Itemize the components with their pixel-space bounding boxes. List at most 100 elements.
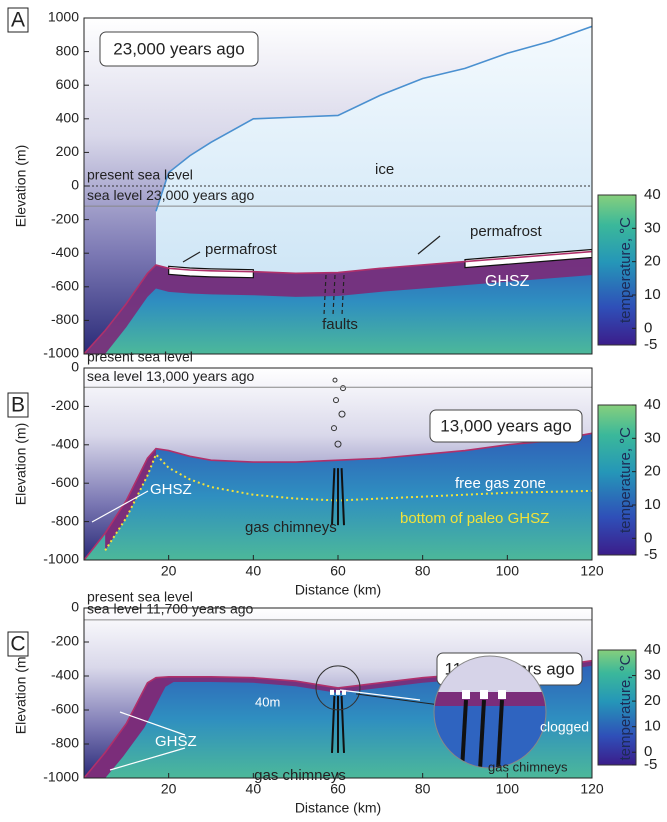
seafloor-line: [84, 250, 592, 354]
colorbar: [597, 404, 637, 556]
x-tick-label: 100: [496, 563, 520, 579]
y-tick-label: -400: [51, 436, 79, 452]
colorbar-tick-label: 10: [644, 286, 661, 303]
y-tick-label: 600: [56, 76, 80, 92]
x-tick-label: 20: [161, 563, 177, 579]
inset-ring: [433, 655, 547, 769]
colorbar-tick-label: 10: [644, 496, 661, 513]
y-tick-label: 400: [56, 110, 80, 126]
plot: [84, 18, 592, 354]
y-tick-label: -1000: [43, 769, 79, 785]
panel-letter: B: [11, 394, 25, 417]
colorbar-tick-label: 30: [644, 429, 661, 446]
y-tick-label: -600: [51, 474, 79, 490]
panel-letter-box: [7, 7, 29, 33]
annotation: bottom of paleo GHSZ: [400, 510, 549, 527]
sea-level-label: present sea level: [87, 349, 193, 365]
y-tick-label: 0: [71, 359, 79, 375]
annotation: GHSZ: [155, 733, 197, 750]
annotation: gas chimneys: [488, 759, 568, 774]
bubble: [338, 410, 346, 418]
bubble: [331, 425, 337, 432]
panel-letter: A: [11, 9, 25, 32]
annotation-arrow: [91, 490, 149, 523]
annotation: gas chimneys: [245, 519, 337, 536]
y-axis-label: Elevation (m): [13, 652, 29, 734]
sea-level-label: present sea level: [87, 167, 193, 183]
x-tick-label: 100: [496, 781, 520, 797]
annotation: faults: [322, 316, 358, 333]
annotation: free gas zone: [455, 475, 546, 492]
clog: [336, 689, 340, 695]
annotation: 40m: [255, 694, 280, 709]
x-tick-label: 40: [246, 781, 262, 797]
sea-level-label: sea level 13,000 years ago: [87, 368, 255, 384]
title-box: [99, 31, 259, 67]
title-box: [429, 409, 583, 443]
x-tick-label: 120: [580, 781, 604, 797]
ghsz-slope: [84, 677, 174, 778]
bubble: [340, 385, 346, 392]
panel-letter-box: [7, 631, 29, 657]
y-tick-label: 0: [71, 177, 79, 193]
colorbar-tick-label: 20: [644, 253, 661, 270]
inset-clog: [480, 690, 488, 699]
bubble: [334, 440, 342, 448]
chimney: [331, 695, 336, 753]
x-axis-label: Distance (km): [295, 800, 381, 816]
permafrost: [168, 265, 254, 279]
annotation-arrow: [417, 235, 441, 255]
x-axis-label: Distance (km): [295, 582, 381, 598]
sea-level-label: sea level 23,000 years ago: [87, 187, 255, 203]
y-tick-label: -400: [51, 244, 79, 260]
colorbar-tick-label: 0: [644, 529, 652, 546]
colorbar-tick-label: -5: [644, 336, 657, 353]
colorbar-tick-label: 30: [644, 667, 661, 684]
annotation: ice: [375, 161, 394, 178]
x-tick-label: 80: [415, 563, 431, 579]
y-axis-label: Elevation (m): [13, 423, 29, 505]
y-tick-label: -200: [51, 397, 79, 413]
inset-pointer: [355, 693, 441, 706]
inset-chimney: [478, 699, 486, 768]
inset-chimney: [496, 699, 504, 768]
colorbar-tick-label: 0: [644, 743, 652, 760]
panel-title: 13,000 years ago: [440, 416, 571, 435]
annotation-arrow: [339, 689, 421, 701]
ice: [155, 26, 592, 274]
y-tick-label: 0: [71, 599, 79, 615]
clog: [342, 689, 346, 695]
x-tick-label: 60: [330, 781, 346, 797]
colorbar-tick-label: 40: [644, 641, 661, 658]
annotation: GHSZ: [485, 273, 530, 290]
colorbar-tick-label: 10: [644, 718, 661, 735]
annotation: permafrost: [205, 241, 278, 258]
colorbar-tick-label: 40: [644, 186, 661, 203]
chimney: [340, 695, 345, 753]
inset-clog: [498, 690, 506, 699]
x-tick-label: 80: [415, 781, 431, 797]
y-axis-label: Elevation (m): [13, 145, 29, 227]
plot: [84, 368, 592, 560]
y-tick-label: -800: [51, 311, 79, 327]
x-tick-label: 20: [161, 781, 177, 797]
colorbar-tick-label: -5: [644, 756, 657, 773]
annotation-arrow: [119, 711, 186, 736]
colorbar: [597, 649, 637, 766]
y-tick-label: -600: [51, 701, 79, 717]
colorbar-tick-label: 20: [644, 692, 661, 709]
zoom-circle: [315, 665, 361, 711]
colorbar-label: temperature, °C: [617, 217, 634, 323]
annotation: permafrost: [470, 223, 543, 240]
inset-clog: [462, 690, 470, 699]
colorbar-label: temperature, °C: [617, 427, 634, 533]
seafloor-line: [84, 432, 592, 560]
inset-chimney: [460, 699, 468, 768]
sea-level-label: sea level 11,700 years ago: [87, 601, 254, 617]
y-tick-label: -600: [51, 278, 79, 294]
ice-surface-line: [155, 25, 592, 212]
colorbar-label: temperature, °C: [617, 654, 634, 760]
chimney: [340, 468, 345, 526]
annotation: GHSZ: [150, 481, 192, 498]
